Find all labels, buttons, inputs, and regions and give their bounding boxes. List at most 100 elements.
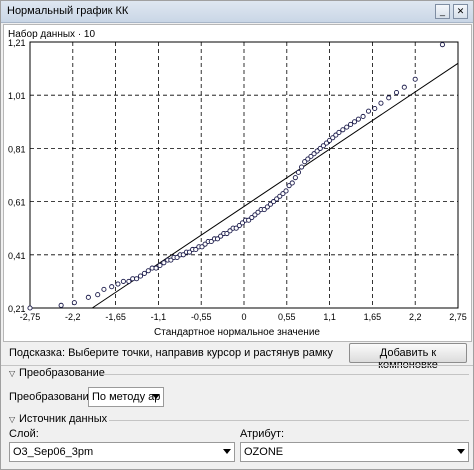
data-point[interactable]: [180, 252, 186, 258]
x-tick-label: 2,75: [449, 312, 467, 322]
data-point[interactable]: [340, 127, 346, 133]
data-point[interactable]: [252, 212, 258, 218]
data-point[interactable]: [255, 209, 261, 215]
hint-text: Подсказка: Выберите точки, направив курс…: [9, 347, 333, 359]
data-point[interactable]: [137, 273, 144, 279]
plot-area[interactable]: Набор данных · 10 -2,75 -2,2 -1,65 -1,1 -0,5…: [3, 24, 472, 342]
data-point[interactable]: [214, 236, 221, 242]
data-point[interactable]: [286, 183, 292, 189]
data-point[interactable]: [120, 278, 126, 284]
data-point[interactable]: [249, 215, 255, 221]
data-points[interactable]: [27, 42, 445, 311]
data-point[interactable]: [323, 140, 330, 146]
data-point[interactable]: [348, 121, 354, 128]
data-point[interactable]: [333, 132, 339, 138]
y-tick-label: 0,21: [8, 304, 26, 314]
data-point[interactable]: [292, 175, 298, 181]
data-point[interactable]: [267, 201, 274, 207]
y-tick-label: 1,01: [8, 91, 26, 101]
data-point[interactable]: [330, 135, 336, 141]
data-point[interactable]: [311, 151, 317, 157]
add-to-layout-button[interactable]: Добавить к компоновке: [349, 343, 467, 371]
data-point[interactable]: [186, 249, 193, 255]
y-tick-label: 0,81: [8, 144, 26, 154]
data-point[interactable]: [351, 119, 358, 125]
data-point[interactable]: [299, 164, 305, 170]
data-point[interactable]: [320, 143, 326, 149]
data-point[interactable]: [134, 276, 140, 282]
data-point[interactable]: [372, 105, 378, 112]
x-tick-label: -2,2: [65, 312, 81, 322]
data-point[interactable]: [218, 233, 224, 239]
data-point[interactable]: [261, 207, 267, 213]
data-point[interactable]: [58, 302, 64, 308]
data-point[interactable]: [236, 222, 242, 229]
data-point[interactable]: [271, 199, 277, 205]
minimize-button[interactable]: _: [435, 4, 450, 19]
data-point[interactable]: [71, 300, 77, 306]
data-point[interactable]: [141, 270, 147, 276]
data-point[interactable]: [274, 196, 280, 202]
data-point[interactable]: [264, 204, 270, 210]
data-point[interactable]: [344, 124, 350, 130]
x-tick-label: -2,75: [20, 312, 41, 322]
transform-section-header[interactable]: ▽ Преобразование: [9, 367, 105, 381]
data-point[interactable]: [283, 188, 289, 194]
data-point[interactable]: [289, 180, 295, 186]
data-point[interactable]: [224, 230, 230, 237]
title-bar[interactable]: Нормальный график КК _ ✕: [1, 1, 473, 23]
data-point[interactable]: [233, 225, 239, 231]
data-point[interactable]: [295, 169, 302, 175]
data-point[interactable]: [208, 238, 214, 245]
data-point[interactable]: [199, 244, 205, 250]
data-point[interactable]: [174, 254, 180, 261]
data-point[interactable]: [336, 129, 342, 135]
layer-select[interactable]: O3_Sep06_3pm: [9, 442, 235, 462]
tick-labels: -2,75 -2,2 -1,65 -1,1 -0,55 0 0,55 1,1 1,65 2,2 2,…: [8, 38, 467, 322]
data-point[interactable]: [308, 153, 314, 159]
data-point[interactable]: [317, 145, 323, 151]
data-point[interactable]: [145, 268, 151, 274]
data-point[interactable]: [95, 292, 101, 298]
data-point[interactable]: [168, 257, 174, 263]
data-point[interactable]: [101, 286, 107, 292]
data-point[interactable]: [365, 108, 372, 114]
data-point[interactable]: [115, 281, 121, 287]
data-point[interactable]: [202, 241, 208, 247]
attribute-label: Атрибут:: [240, 428, 285, 440]
data-point[interactable]: [193, 246, 199, 253]
data-point[interactable]: [227, 228, 233, 234]
data-point[interactable]: [85, 294, 91, 300]
collapse-triangle-icon: ▽: [9, 415, 16, 424]
data-point[interactable]: [439, 42, 445, 48]
data-point[interactable]: [239, 220, 245, 226]
data-point[interactable]: [393, 89, 400, 96]
data-point[interactable]: [27, 305, 33, 311]
data-point[interactable]: [126, 278, 132, 284]
data-point[interactable]: [378, 100, 384, 106]
divider: [1, 365, 473, 366]
data-point[interactable]: [153, 265, 159, 271]
data-point[interactable]: [157, 262, 163, 268]
data-point[interactable]: [355, 116, 361, 122]
attribute-select[interactable]: OZONE: [240, 442, 469, 462]
data-point[interactable]: [360, 113, 366, 120]
data-point[interactable]: [161, 260, 167, 266]
data-point[interactable]: [314, 148, 320, 154]
layer-value: O3_Sep06_3pm: [13, 446, 94, 458]
data-point[interactable]: [277, 193, 283, 199]
transform-select[interactable]: По методу ар: [88, 387, 164, 407]
data-point[interactable]: [412, 76, 418, 82]
data-point[interactable]: [401, 84, 407, 90]
data-point[interactable]: [280, 191, 286, 197]
close-button[interactable]: ✕: [453, 4, 468, 19]
qq-plot-chart[interactable]: Набор данных · 10 -2,75 -2,2 -1,65 -1,1 -0,5…: [4, 25, 471, 341]
source-section-title: Источник данных: [19, 413, 108, 425]
data-point[interactable]: [327, 137, 333, 143]
data-point[interactable]: [305, 156, 311, 162]
data-point[interactable]: [109, 284, 115, 290]
source-section-header[interactable]: ▽ Источник данных: [9, 413, 107, 427]
data-point[interactable]: [386, 95, 392, 101]
data-point[interactable]: [246, 217, 252, 223]
data-point[interactable]: [302, 159, 308, 165]
